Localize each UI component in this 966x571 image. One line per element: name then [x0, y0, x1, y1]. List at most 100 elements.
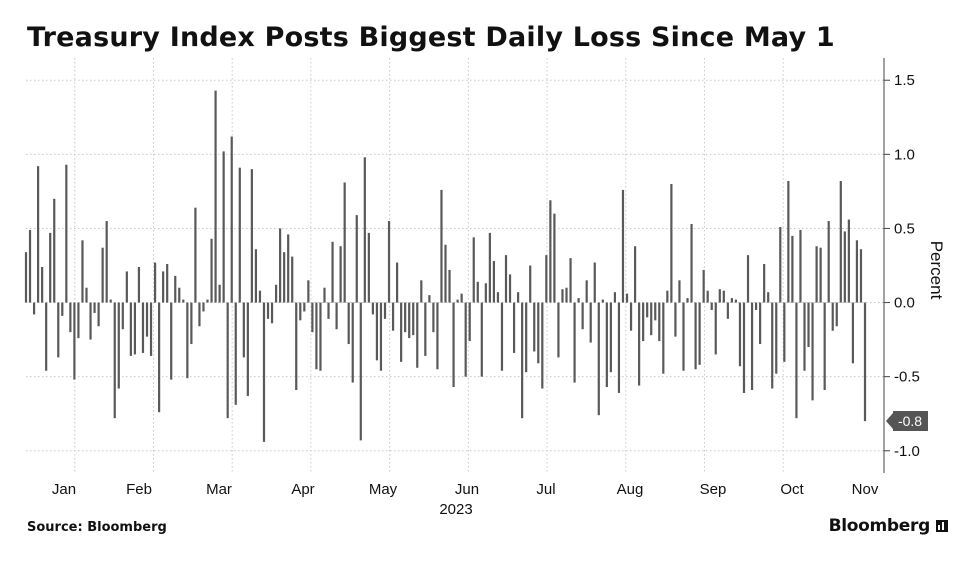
- bar: [432, 302, 435, 333]
- x-tick-label: Oct: [780, 481, 804, 498]
- bar-series: [24, 90, 867, 442]
- bar: [839, 181, 842, 303]
- bar: [545, 255, 548, 303]
- bar: [206, 299, 209, 303]
- bar: [129, 302, 132, 356]
- bar: [32, 302, 36, 315]
- bar: [367, 232, 370, 303]
- bar: [581, 302, 584, 330]
- bar: [274, 284, 278, 303]
- bar: [85, 287, 88, 303]
- bar: [254, 249, 258, 303]
- bar: [262, 302, 266, 442]
- bar: [512, 302, 516, 353]
- bar: [319, 302, 322, 371]
- x-tick-label: Sep: [700, 481, 727, 498]
- bar: [678, 280, 681, 303]
- bar: [89, 302, 92, 340]
- bar: [93, 302, 96, 313]
- bar: [662, 302, 665, 374]
- bar: [331, 241, 334, 303]
- bar: [428, 295, 431, 303]
- x-tick-label: Jan: [52, 481, 76, 498]
- bar: [214, 90, 217, 303]
- year-label: 2023: [439, 501, 472, 518]
- bar: [654, 302, 657, 321]
- bar: [557, 302, 560, 358]
- bar: [198, 302, 201, 327]
- bar: [295, 302, 298, 390]
- bar: [420, 280, 423, 303]
- bar: [37, 166, 40, 303]
- bar: [827, 221, 830, 303]
- bar: [706, 290, 709, 303]
- bar: [638, 302, 641, 386]
- bar: [242, 302, 245, 358]
- y-tick-label: 1.5: [894, 72, 915, 89]
- bar: [496, 292, 500, 303]
- bar: [714, 302, 717, 355]
- bar: [521, 302, 524, 419]
- bar: [448, 269, 451, 303]
- bar: [287, 234, 290, 303]
- bar: [266, 302, 270, 319]
- chart-title: Treasury Index Posts Biggest Daily Loss …: [27, 22, 835, 53]
- bar: [121, 302, 124, 330]
- bar: [629, 302, 633, 331]
- bar: [569, 258, 572, 303]
- bar: [549, 200, 552, 303]
- bar: [291, 256, 294, 303]
- bar: [307, 280, 310, 303]
- bar: [202, 302, 205, 312]
- bar: [577, 298, 580, 303]
- x-tick-label: Mar: [206, 481, 232, 498]
- bar: [65, 164, 68, 303]
- bar: [408, 302, 411, 339]
- bar: [194, 207, 197, 303]
- bar: [601, 299, 604, 303]
- bar: [133, 302, 137, 355]
- bar: [617, 302, 621, 393]
- bar: [153, 262, 157, 303]
- bar: [468, 302, 471, 342]
- bloomberg-chart-icon: [936, 520, 948, 532]
- bar: [537, 302, 540, 364]
- bar: [246, 302, 249, 396]
- bar: [24, 252, 28, 303]
- bar: [391, 302, 395, 331]
- bar: [480, 302, 483, 377]
- bar: [347, 302, 350, 345]
- bar: [178, 287, 181, 303]
- brand-text: Bloomberg: [828, 516, 931, 536]
- bar: [97, 302, 100, 327]
- bar: [53, 198, 56, 303]
- bar: [585, 280, 588, 303]
- bar: [504, 255, 508, 303]
- bar: [158, 302, 161, 413]
- bar: [775, 302, 778, 374]
- bar: [763, 264, 766, 303]
- bar: [137, 266, 141, 303]
- bar: [650, 302, 653, 336]
- bar: [702, 269, 705, 303]
- bar: [625, 293, 629, 303]
- bar: [404, 302, 407, 333]
- bar: [759, 302, 762, 345]
- bar: [476, 281, 479, 303]
- bar: [383, 302, 387, 319]
- y-tick-label: 1.0: [894, 146, 915, 163]
- bar: [492, 261, 495, 303]
- bar: [222, 151, 225, 303]
- bar: [49, 232, 52, 303]
- bar: [835, 302, 838, 327]
- bar: [851, 302, 854, 364]
- bar: [238, 167, 241, 303]
- bar: [843, 231, 846, 303]
- bar: [145, 302, 149, 337]
- bar: [311, 302, 314, 333]
- x-tick-label: Aug: [617, 481, 644, 498]
- bar: [779, 226, 782, 303]
- x-tick-label: Feb: [126, 481, 152, 498]
- bar: [859, 249, 863, 303]
